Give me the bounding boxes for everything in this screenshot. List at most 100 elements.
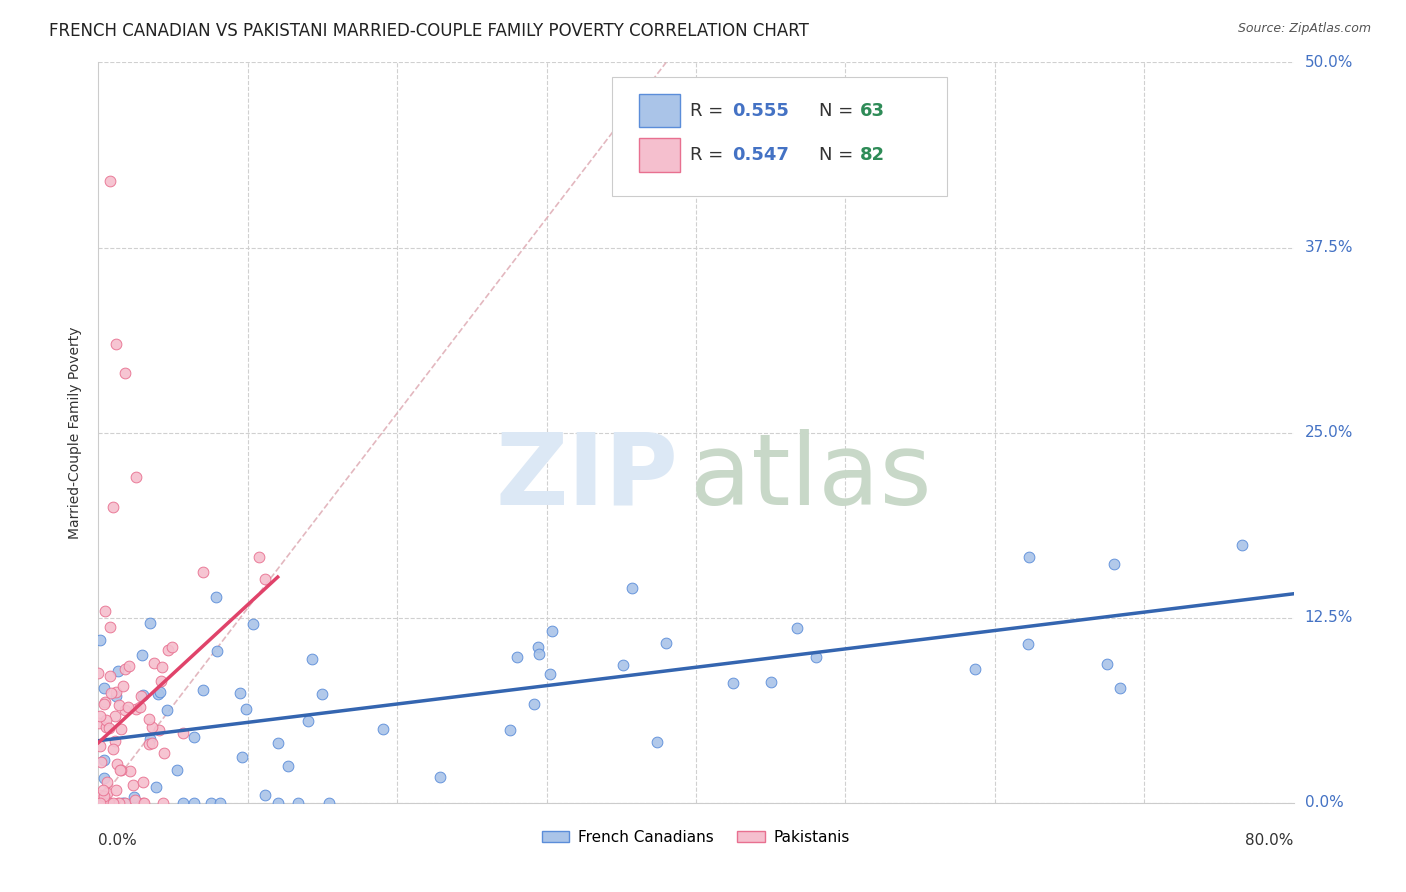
Point — [112, 796, 135, 810]
Point — [87, 796, 110, 810]
Point — [538, 667, 561, 681]
Point — [96, 786, 118, 800]
Text: 12.5%: 12.5% — [1305, 610, 1353, 625]
Point — [93, 783, 115, 797]
Text: FRENCH CANADIAN VS PAKISTANI MARRIED-COUPLE FAMILY POVERTY CORRELATION CHART: FRENCH CANADIAN VS PAKISTANI MARRIED-COU… — [49, 22, 808, 40]
Point — [134, 796, 156, 810]
Point — [114, 796, 136, 810]
Point — [150, 660, 173, 674]
Point — [172, 796, 194, 810]
Point — [529, 647, 551, 661]
Text: 50.0%: 50.0% — [1305, 55, 1353, 70]
Point — [98, 796, 121, 810]
Point — [105, 756, 128, 771]
Point — [110, 723, 132, 737]
Text: Source: ZipAtlas.com: Source: ZipAtlas.com — [1237, 22, 1371, 36]
Point — [1018, 550, 1040, 565]
Point — [91, 796, 114, 810]
Point — [132, 775, 155, 789]
Point — [200, 796, 222, 810]
Point — [156, 703, 179, 717]
Point — [124, 702, 146, 716]
Point — [110, 764, 132, 778]
Point — [172, 726, 194, 740]
Point — [965, 662, 987, 676]
Point — [93, 697, 115, 711]
Point — [183, 730, 205, 744]
Point — [152, 796, 174, 810]
Point — [301, 652, 323, 666]
Point — [207, 644, 229, 658]
Point — [114, 662, 136, 676]
Text: 82: 82 — [859, 146, 884, 164]
Point — [209, 796, 232, 810]
Text: 25.0%: 25.0% — [1305, 425, 1353, 440]
Point — [89, 788, 111, 802]
Point — [149, 685, 172, 699]
Point — [267, 796, 290, 810]
Text: 0.0%: 0.0% — [98, 833, 138, 848]
Text: 80.0%: 80.0% — [1246, 833, 1294, 848]
Text: N =: N = — [820, 102, 859, 120]
Point — [105, 685, 128, 699]
Point — [90, 755, 112, 769]
Point — [526, 640, 548, 655]
Point — [105, 336, 128, 351]
Point — [139, 616, 162, 631]
Point — [129, 689, 152, 703]
Text: 37.5%: 37.5% — [1305, 240, 1353, 255]
Point — [117, 700, 139, 714]
Point — [89, 632, 111, 647]
Point — [98, 796, 121, 810]
Point — [621, 581, 644, 595]
Point — [93, 796, 115, 810]
Text: ZIP: ZIP — [495, 428, 678, 525]
Point — [111, 796, 134, 810]
Point — [107, 664, 129, 678]
FancyBboxPatch shape — [638, 138, 681, 171]
Point — [148, 723, 170, 738]
Y-axis label: Married-Couple Family Poverty: Married-Couple Family Poverty — [69, 326, 83, 539]
Point — [247, 550, 270, 565]
Point — [96, 775, 118, 789]
Point — [114, 703, 136, 717]
Point — [191, 565, 214, 579]
Point — [804, 650, 827, 665]
Point — [108, 698, 131, 712]
Point — [647, 735, 669, 749]
Point — [87, 665, 110, 680]
Point — [318, 796, 340, 810]
Point — [96, 713, 118, 727]
Point — [104, 734, 127, 748]
Point — [112, 680, 135, 694]
Point — [1102, 557, 1125, 571]
Point — [89, 708, 111, 723]
Text: 0.0%: 0.0% — [1305, 796, 1343, 810]
Point — [104, 709, 127, 723]
Point — [160, 640, 183, 655]
Point — [499, 723, 522, 737]
Point — [138, 737, 160, 751]
Point — [254, 788, 277, 802]
Point — [1097, 657, 1119, 671]
Point — [204, 590, 226, 604]
Point — [235, 702, 257, 716]
Text: R =: R = — [690, 146, 728, 164]
Point — [107, 796, 129, 810]
Legend: French Canadians, Pakistanis: French Canadians, Pakistanis — [536, 823, 856, 851]
Point — [87, 796, 110, 810]
Point — [139, 732, 162, 747]
Point — [129, 700, 152, 714]
Point — [118, 764, 141, 778]
Point — [655, 635, 678, 649]
Point — [94, 720, 117, 734]
Point — [93, 796, 115, 810]
Point — [93, 681, 115, 696]
Point — [429, 770, 451, 784]
Point — [1017, 637, 1039, 651]
Point — [108, 763, 131, 777]
Point — [108, 796, 131, 810]
Point — [138, 712, 160, 726]
Point — [523, 697, 546, 711]
Point — [373, 723, 395, 737]
